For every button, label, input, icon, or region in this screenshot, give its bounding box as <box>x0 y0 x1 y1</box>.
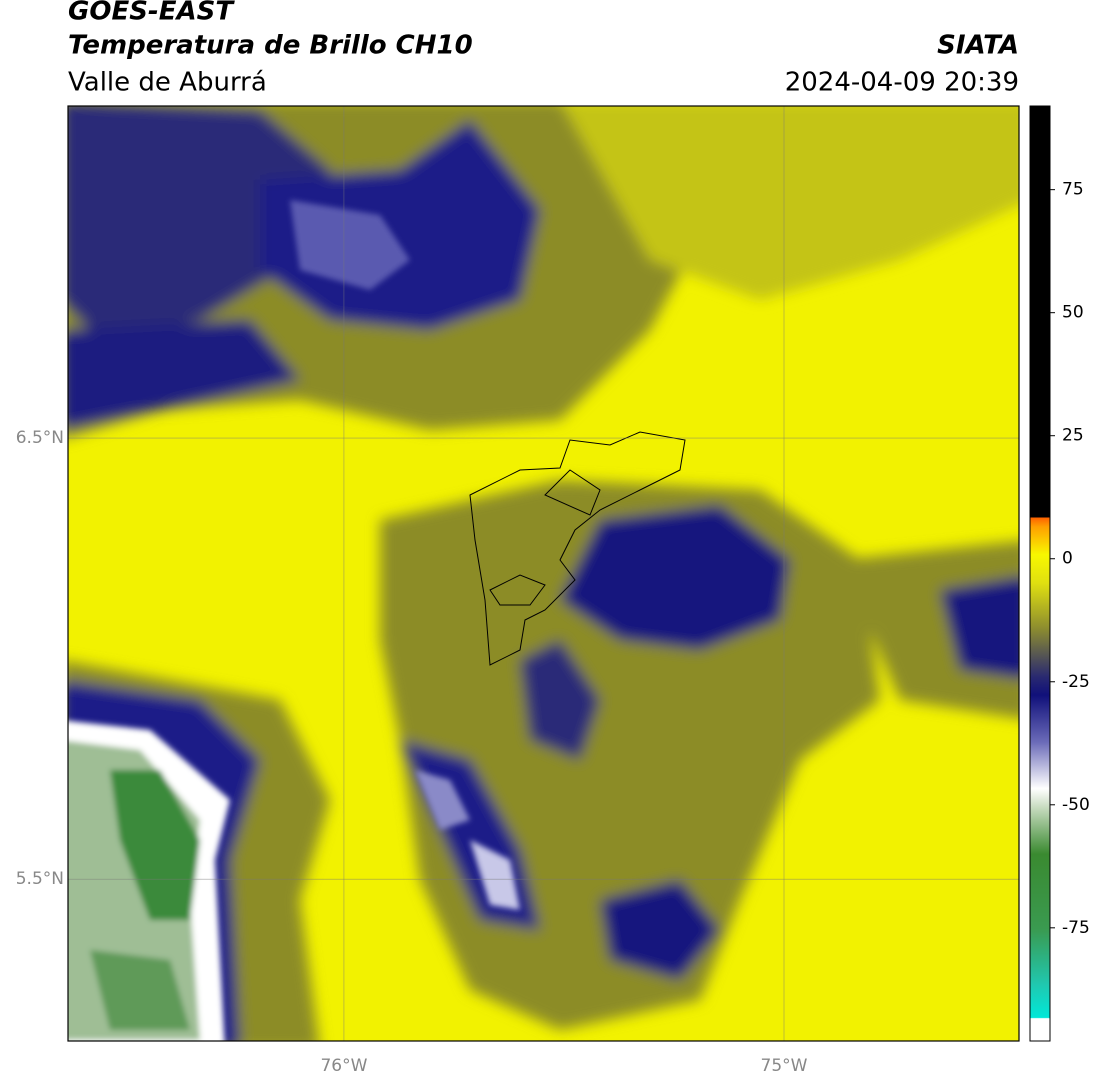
subtitle: Temperatura de Brillo CH10 <box>68 31 473 61</box>
map-frame <box>67 105 1020 1042</box>
title: GOES-EAST <box>68 0 235 27</box>
colorbar-tick-label: 75 <box>1062 180 1084 200</box>
colorbar-tick-label: -75 <box>1062 918 1090 938</box>
colorbar-tick-label: 50 <box>1062 303 1084 323</box>
valley-boundaries <box>469 431 686 666</box>
lat-tick-label: 6.5°N <box>16 428 64 448</box>
lon-tick-label: 75°W <box>761 1056 808 1076</box>
colorbar-tick-label: -50 <box>1062 795 1090 815</box>
colorbar-tick-label: 0 <box>1062 549 1073 569</box>
colorbar <box>1029 105 1051 1042</box>
lat-tick-label: 5.5°N <box>16 869 64 889</box>
source: SIATA <box>937 31 1019 61</box>
satellite-image <box>68 106 1019 1041</box>
colorbar-tick-label: -25 <box>1062 672 1090 692</box>
datetime: 2024-04-09 20:39 <box>785 68 1019 98</box>
graticule <box>68 106 1019 1041</box>
lon-tick-label: 76°W <box>320 1056 367 1076</box>
colorbar-tick-label: 25 <box>1062 426 1084 446</box>
region: Valle de Aburrá <box>68 68 267 98</box>
